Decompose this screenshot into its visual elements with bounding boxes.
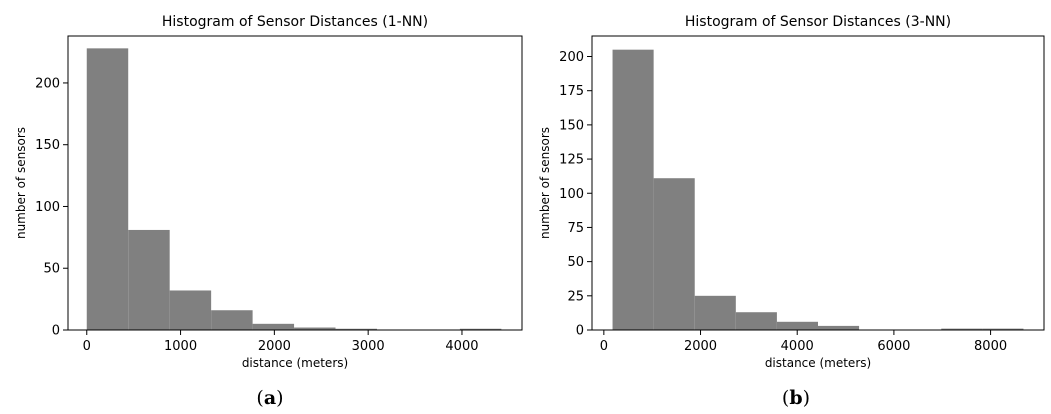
y-tick-label: 200 xyxy=(35,76,60,91)
y-tick-label: 200 xyxy=(559,50,584,65)
x-axis-label-a: distance (meters) xyxy=(242,356,348,370)
histogram-bar xyxy=(612,49,654,331)
bars-a xyxy=(86,48,502,331)
x-tick-label: 1000 xyxy=(164,339,197,354)
y-tick-label: 50 xyxy=(567,255,584,270)
caption-close-a: ) xyxy=(276,387,283,409)
histogram-bar xyxy=(169,290,212,330)
y-tick-label: 50 xyxy=(43,262,60,277)
caption-a: (a) xyxy=(256,387,283,409)
plot-frame xyxy=(591,35,1045,331)
histogram-bar xyxy=(735,312,777,330)
histogram-bar xyxy=(459,328,502,330)
y-tick-label: 75 xyxy=(567,221,584,236)
histogram-bar xyxy=(941,328,983,330)
y-axis-label-b: number of sensors xyxy=(538,127,552,239)
caption-letter-b: b xyxy=(789,387,802,409)
y-tick-label: 25 xyxy=(567,289,584,304)
axes-a: 0 1000 2000 3000 4000 0 50 100 150 200 xyxy=(35,35,523,354)
chart-panel-a: Histogram of Sensor Distances (1-NN) 0 10… xyxy=(14,14,523,409)
x-tick-label: 8000 xyxy=(974,339,1007,354)
histogram-bar xyxy=(294,327,336,330)
histogram-bar xyxy=(252,323,295,330)
y-tick-label: 125 xyxy=(559,153,584,168)
y-tick-label: 100 xyxy=(559,187,584,202)
chart-title-a: Histogram of Sensor Distances (1-NN) xyxy=(162,14,428,30)
axes-b: 0 2000 4000 6000 8000 0 25 50 75 100 125 150 175 200 xyxy=(559,35,1045,354)
bars-b xyxy=(612,49,1024,331)
histogram-bar xyxy=(694,295,736,330)
y-tick-label: 0 xyxy=(52,324,60,339)
caption-close-b: ) xyxy=(803,387,810,409)
histogram-bar xyxy=(335,328,377,330)
x-tick-label: 0 xyxy=(83,339,91,354)
histogram-bar xyxy=(818,325,860,330)
x-tick-label: 0 xyxy=(600,339,608,354)
x-tick-label: 4000 xyxy=(781,339,814,354)
y-tick-label: 100 xyxy=(35,200,60,215)
x-tick-label: 2000 xyxy=(684,339,717,354)
plot-frame xyxy=(67,35,523,331)
histogram-bar xyxy=(86,48,129,331)
caption-letter-a: a xyxy=(264,387,276,409)
histogram-bar xyxy=(776,321,818,330)
y-axis-label-a: number of sensors xyxy=(14,127,28,239)
histogram-bar xyxy=(653,178,695,330)
x-axis-label-b: distance (meters) xyxy=(765,356,871,370)
histogram-bar xyxy=(128,229,170,330)
x-tick-label: 4000 xyxy=(445,339,478,354)
x-tick-label: 6000 xyxy=(877,339,910,354)
caption-open-a: ( xyxy=(256,387,263,409)
y-tick-label: 0 xyxy=(576,324,584,339)
histogram-bar xyxy=(211,310,253,330)
chart-title-b: Histogram of Sensor Distances (3-NN) xyxy=(685,14,951,30)
x-tick-label: 3000 xyxy=(352,339,385,354)
y-tick-label: 150 xyxy=(559,118,584,133)
caption-open-b: ( xyxy=(782,387,789,409)
chart-panel-b: Histogram of Sensor Distances (3-NN) 0 20… xyxy=(538,14,1045,409)
caption-b: (b) xyxy=(782,387,810,409)
x-tick-label: 2000 xyxy=(258,339,291,354)
y-tick-label: 150 xyxy=(35,138,60,153)
y-tick-label: 175 xyxy=(559,84,584,99)
histogram-bar xyxy=(982,328,1024,330)
